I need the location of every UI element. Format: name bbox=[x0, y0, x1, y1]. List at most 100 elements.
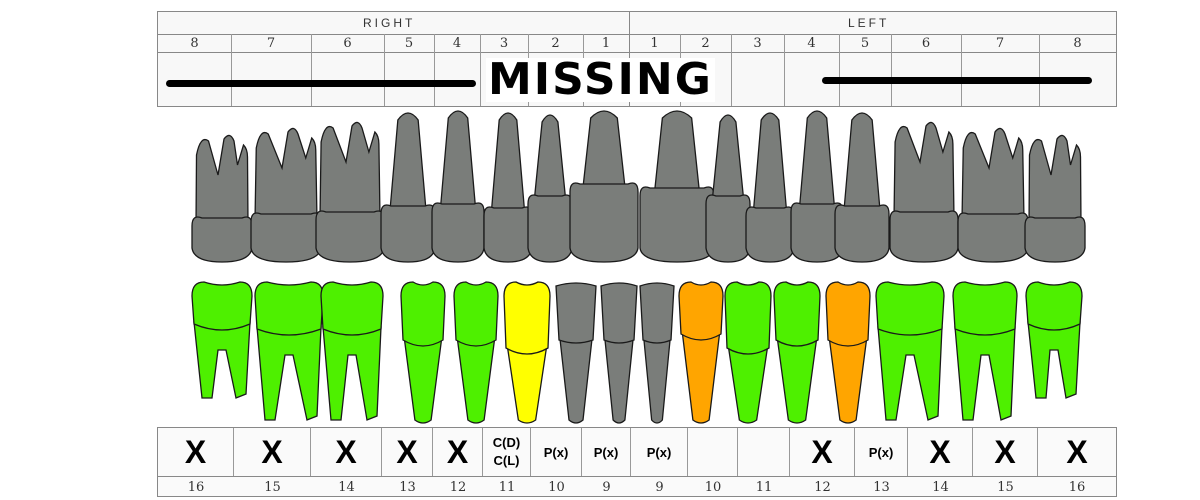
upper-cell-divider bbox=[434, 34, 435, 106]
lower-root bbox=[322, 326, 382, 421]
lower-tooth bbox=[555, 282, 597, 424]
lower-crown bbox=[678, 281, 724, 341]
lower-root bbox=[1027, 321, 1081, 399]
upper-tooth bbox=[191, 134, 253, 263]
lower-mark-cell bbox=[738, 428, 790, 476]
upper-tooth bbox=[745, 112, 795, 263]
upper-cell-divider bbox=[384, 34, 385, 106]
upper-tooth-number: 1 bbox=[601, 36, 611, 51]
lower-mark-cell: P(x) bbox=[582, 428, 631, 476]
upper-tooth-number: 1 bbox=[650, 36, 659, 51]
upper-crown bbox=[250, 212, 322, 263]
right-side-label: RIGHT bbox=[363, 16, 416, 30]
upper-root bbox=[533, 114, 567, 203]
missing-mark: X bbox=[811, 433, 833, 470]
upper-tooth bbox=[790, 110, 844, 263]
lower-tooth-number: 13 bbox=[873, 480, 890, 495]
lower-tooth bbox=[191, 281, 253, 399]
lower-mark-cell: X bbox=[158, 428, 234, 476]
upper-cell-divider bbox=[731, 34, 732, 106]
upper-cell-divider bbox=[1039, 34, 1040, 106]
upper-row-divider bbox=[158, 34, 1116, 35]
lower-tooth-number: 15 bbox=[264, 480, 281, 495]
upper-root bbox=[711, 114, 745, 203]
lower-mark-cell: X bbox=[973, 428, 1038, 476]
missing-mark: X bbox=[335, 433, 357, 470]
lower-crown bbox=[503, 281, 551, 355]
lower-root bbox=[954, 326, 1016, 421]
upper-tooth-number: 3 bbox=[499, 36, 509, 51]
lower-root bbox=[727, 343, 769, 424]
upper-tooth-number: 3 bbox=[753, 36, 762, 51]
lower-root bbox=[558, 329, 594, 424]
missing-mark: X bbox=[184, 433, 207, 470]
upper-tooth-number: 8 bbox=[190, 36, 199, 51]
procedure-mark: P(x) bbox=[593, 444, 619, 460]
lower-root bbox=[776, 335, 818, 424]
lower-tooth-number: 14 bbox=[338, 480, 355, 495]
upper-crown bbox=[315, 210, 385, 263]
upper-crown bbox=[834, 204, 890, 263]
lower-crown bbox=[400, 281, 446, 347]
upper-tooth bbox=[431, 110, 485, 263]
upper-tooth bbox=[483, 112, 533, 263]
upper-root bbox=[195, 134, 249, 225]
upper-root bbox=[961, 127, 1025, 221]
lower-crown bbox=[724, 281, 772, 355]
upper-root bbox=[843, 112, 881, 213]
upper-cell-divider bbox=[961, 34, 962, 106]
upper-row-divider bbox=[158, 52, 1116, 53]
missing-mark: X bbox=[929, 433, 951, 470]
lower-root bbox=[877, 326, 943, 421]
upper-tooth-number: 2 bbox=[701, 36, 710, 51]
lower-tooth-number: 9 bbox=[655, 480, 664, 495]
upper-tooth bbox=[889, 121, 959, 263]
lower-crown bbox=[825, 281, 871, 347]
upper-tooth-number: 5 bbox=[404, 36, 414, 51]
lower-tooth bbox=[724, 281, 772, 424]
upper-root bbox=[581, 110, 627, 191]
upper-cell-divider bbox=[231, 34, 232, 106]
upper-root bbox=[254, 127, 318, 221]
upper-cell-divider bbox=[839, 34, 840, 106]
lower-tooth bbox=[875, 281, 945, 421]
upper-tooth-number: 7 bbox=[995, 36, 1005, 51]
upper-crown bbox=[957, 212, 1029, 263]
upper-tooth-number: 2 bbox=[551, 36, 560, 51]
upper-tooth bbox=[250, 127, 322, 263]
lower-mark-cell: X bbox=[382, 428, 433, 476]
upper-crown bbox=[745, 206, 795, 263]
lower-crown bbox=[952, 281, 1018, 336]
upper-crown bbox=[639, 186, 715, 263]
upper-tooth bbox=[957, 127, 1029, 263]
missing-mark: X bbox=[261, 433, 283, 470]
procedure-mark: P(x) bbox=[868, 444, 894, 460]
lower-tooth-number: 10 bbox=[704, 480, 722, 495]
lower-root bbox=[256, 326, 322, 421]
lower-crown bbox=[773, 281, 821, 347]
lower-mark-cell: X bbox=[790, 428, 855, 476]
lower-mark-cell: P(x) bbox=[531, 428, 582, 476]
lower-tooth-number: 11 bbox=[755, 480, 773, 495]
lower-root bbox=[403, 335, 443, 424]
lower-root bbox=[828, 335, 868, 424]
upper-root bbox=[1028, 134, 1082, 225]
upper-tooth bbox=[527, 114, 573, 263]
upper-root bbox=[752, 112, 788, 215]
missing-mark: X bbox=[994, 433, 1016, 470]
upper-tooth bbox=[569, 110, 639, 263]
upper-crown bbox=[889, 210, 959, 263]
upper-root bbox=[893, 121, 955, 219]
lower-tooth bbox=[600, 282, 638, 424]
upper-tooth bbox=[834, 112, 890, 263]
lower-root bbox=[681, 329, 721, 424]
lower-root bbox=[506, 343, 548, 424]
upper-tooth-number: 7 bbox=[266, 36, 276, 51]
lower-root bbox=[603, 329, 635, 424]
upper-tooth bbox=[315, 121, 385, 263]
lower-tooth-number: 14 bbox=[932, 480, 949, 495]
lower-mark-cell: X bbox=[908, 428, 973, 476]
lower-crown bbox=[191, 281, 253, 331]
missing-banner: MISSING bbox=[486, 54, 715, 105]
